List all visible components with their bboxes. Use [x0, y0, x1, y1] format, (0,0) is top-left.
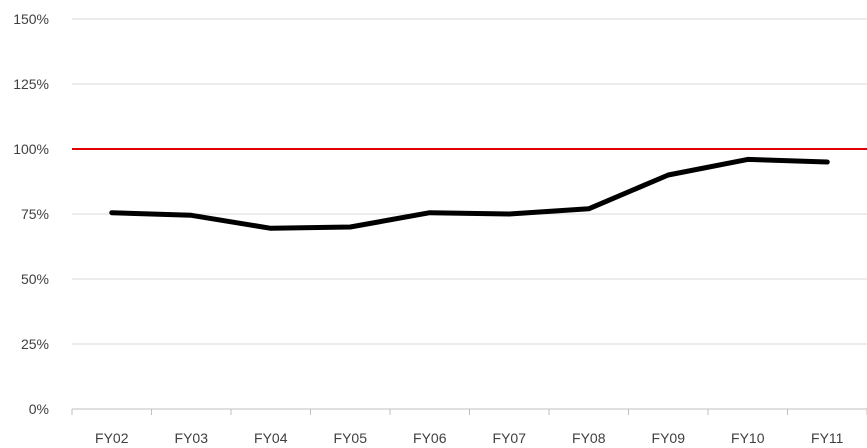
- x-tick-label-FY08: FY08: [572, 430, 606, 446]
- x-tick-label-FY02: FY02: [95, 430, 129, 446]
- x-axis-ticks: [71, 409, 867, 415]
- y-axis-tick-labels: 0% 25% 50% 75% 100% 125% 150%: [13, 11, 49, 417]
- x-tick-label-FY07: FY07: [493, 430, 527, 446]
- y-tick-label-150: 150%: [13, 11, 49, 27]
- y-tick-label-25: 25%: [21, 336, 49, 352]
- y-tick-label-100: 100%: [13, 141, 49, 157]
- x-tick-label-FY04: FY04: [254, 430, 288, 446]
- y-tick-label-125: 125%: [13, 76, 49, 92]
- x-tick-label-FY10: FY10: [731, 430, 765, 446]
- x-axis-tick-labels: FY02 FY03 FY04 FY05 FY06 FY07 FY08 FY09 FY10 FY11: [95, 430, 844, 446]
- y-tick-label-50: 50%: [21, 271, 49, 287]
- x-tick-label-FY05: FY05: [334, 430, 368, 446]
- x-tick-label-FY03: FY03: [175, 430, 209, 446]
- y-tick-label-0: 0%: [29, 401, 49, 417]
- series-line: [109, 156, 830, 231]
- x-tick-label-FY06: FY06: [413, 430, 447, 446]
- x-tick-label-FY11: FY11: [811, 430, 844, 446]
- gridlines: [72, 18, 867, 345]
- x-tick-label-FY09: FY09: [652, 430, 686, 446]
- y-tick-label-75: 75%: [21, 206, 49, 222]
